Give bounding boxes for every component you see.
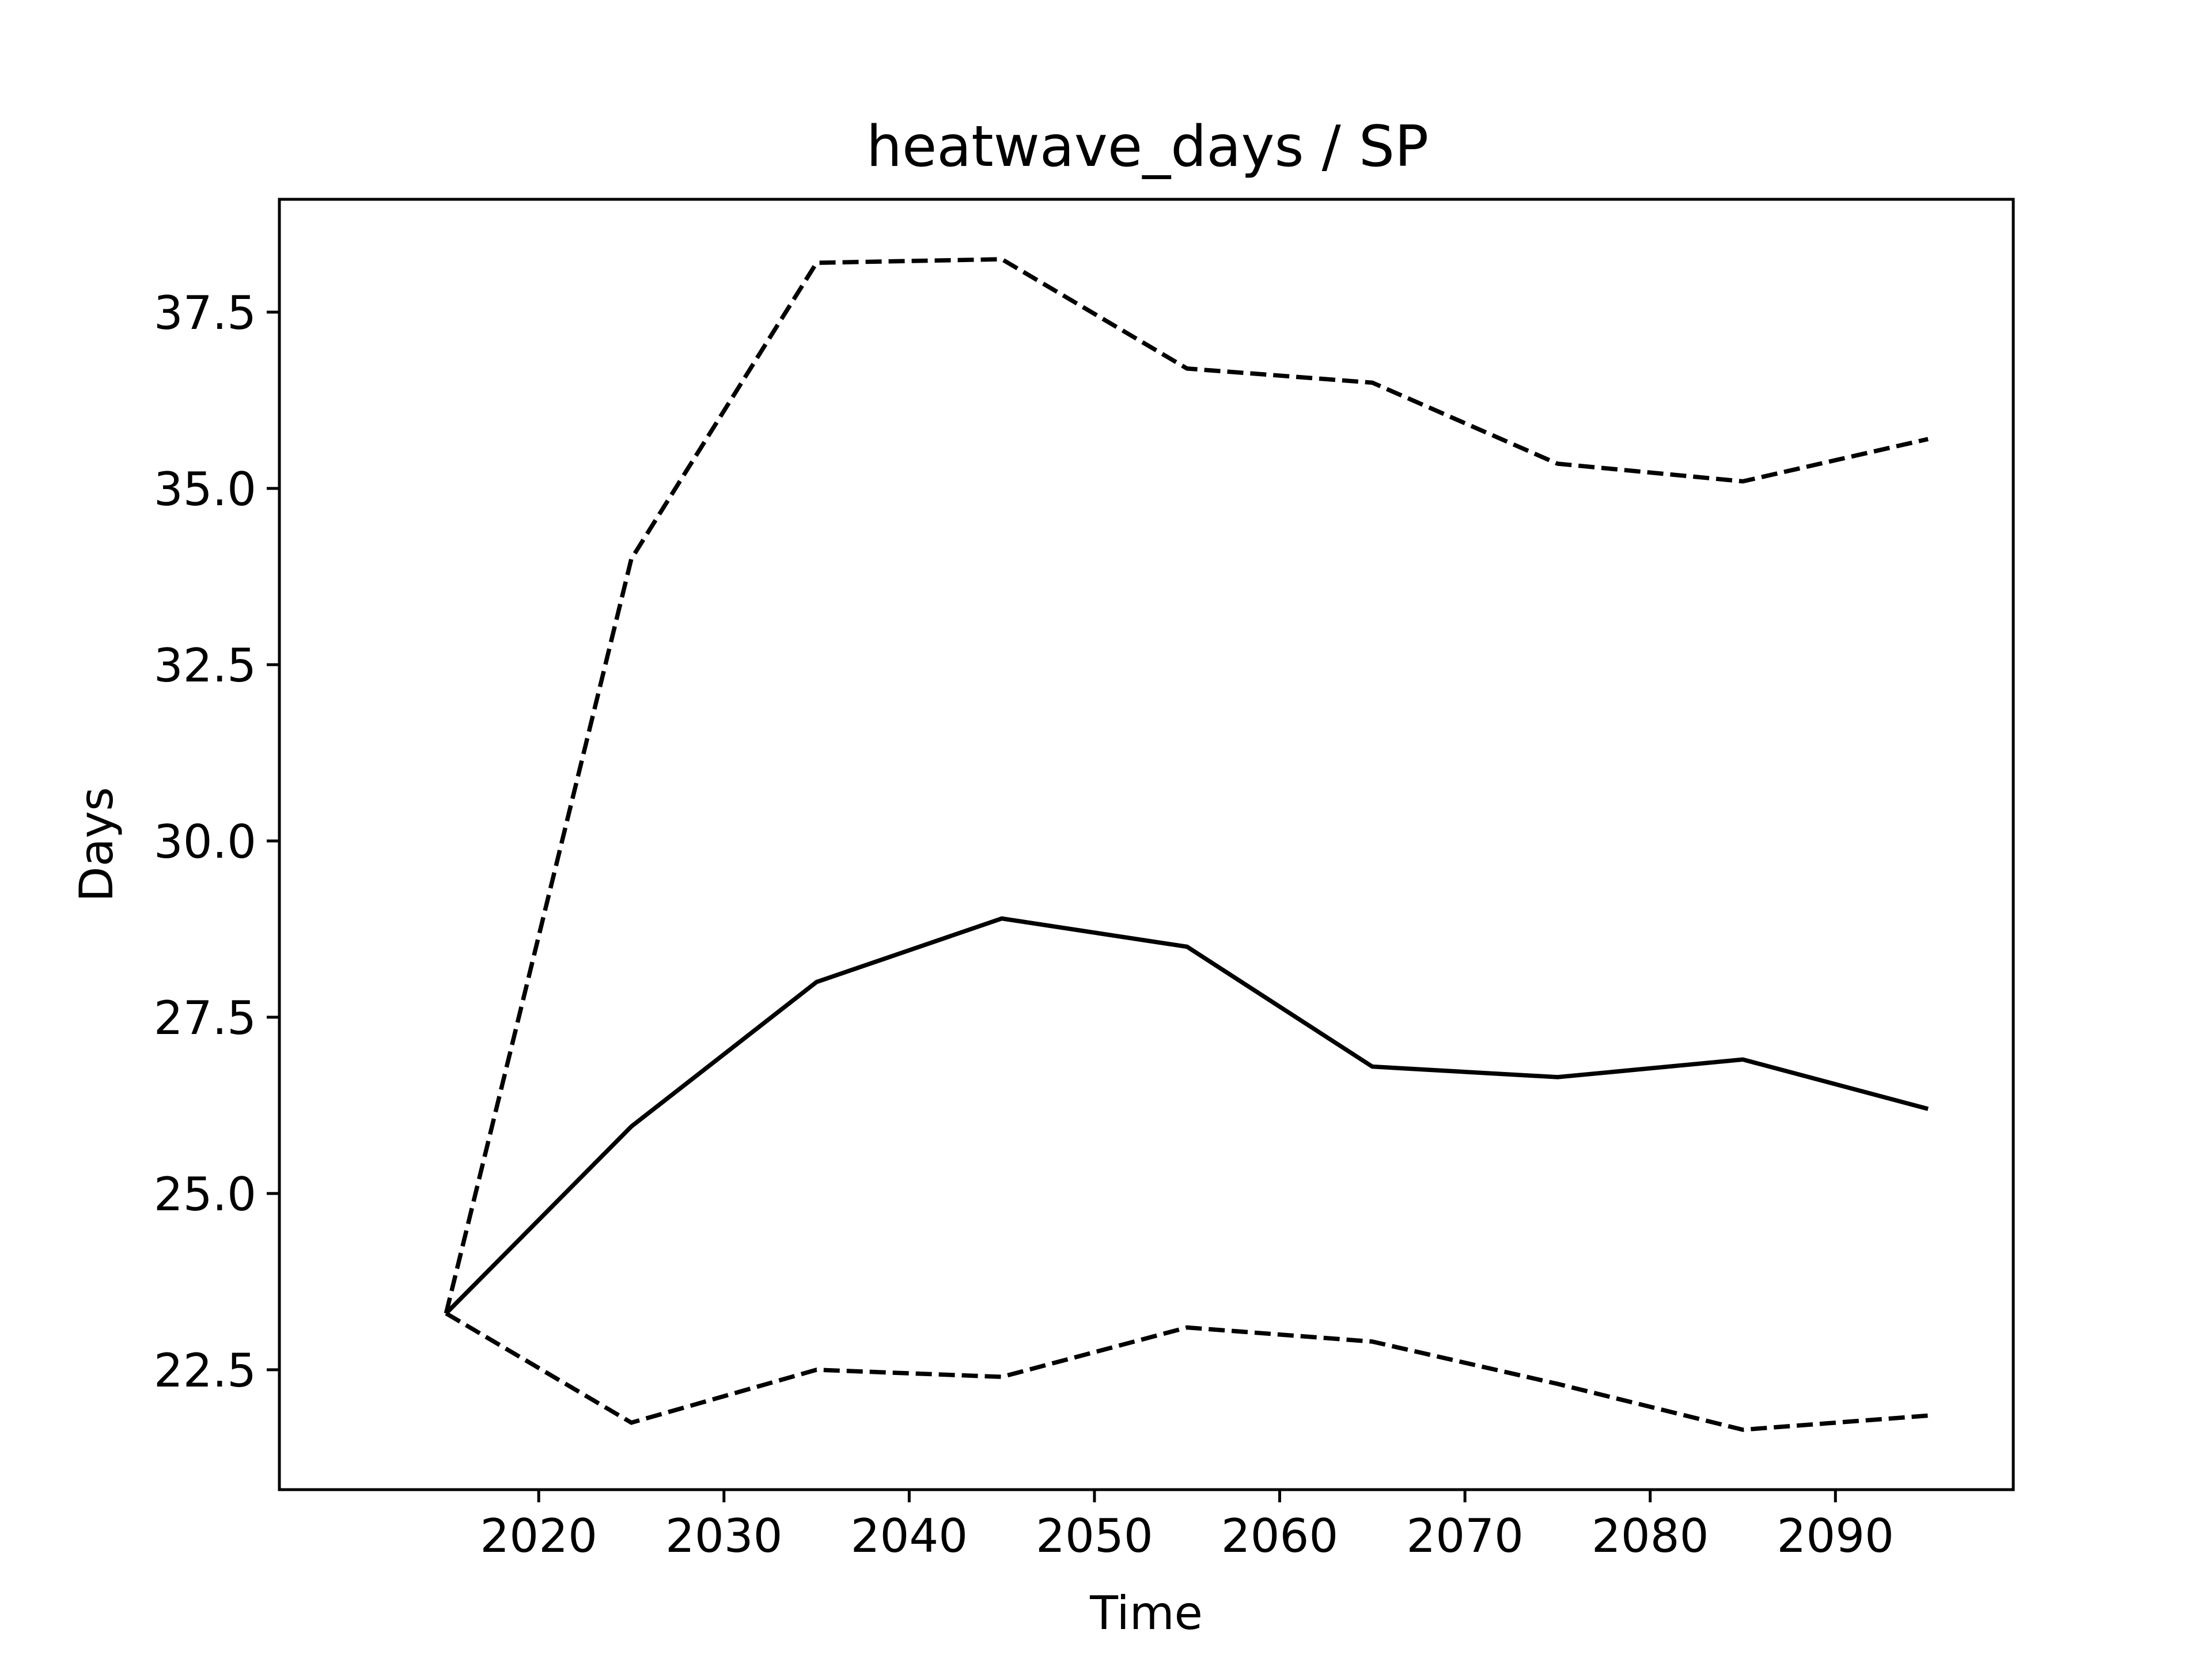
y-tick-label: 32.5 xyxy=(154,639,256,692)
series-line-3-dashed xyxy=(445,1311,1929,1432)
x-tick-label: 2070 xyxy=(1406,1509,1524,1563)
x-tick-label: 2030 xyxy=(665,1509,783,1563)
y-tick-label: 25.0 xyxy=(154,1168,256,1221)
x-tick-label: 2040 xyxy=(851,1509,968,1563)
y-tick-label: 35.0 xyxy=(154,463,256,516)
plot-frame xyxy=(278,198,2015,1491)
x-tick-label: 2080 xyxy=(1592,1509,1709,1563)
y-axis-ticks: 22.5 25.0 27.5 30.0 32.5 35.0 37.5 xyxy=(154,286,279,1397)
y-tick-label: 27.5 xyxy=(154,991,256,1045)
x-axis-label: Time xyxy=(1089,1586,1203,1640)
y-tick-label: 30.0 xyxy=(154,815,256,869)
chart-title: heatwave_days / SP xyxy=(866,114,1429,180)
x-tick-label: 2090 xyxy=(1777,1509,1894,1563)
series-layer xyxy=(444,257,1929,1432)
y-tick-label: 37.5 xyxy=(154,286,256,340)
x-tick-label: 2060 xyxy=(1221,1509,1339,1563)
x-tick-label: 2050 xyxy=(1036,1509,1153,1563)
series-line-2-dashed xyxy=(444,257,1929,1314)
x-axis-ticks: 2020 2030 2040 2050 2060 2070 2080 2090 xyxy=(480,1490,1894,1563)
series-line-1-solid xyxy=(444,916,1929,1315)
y-tick-label: 22.5 xyxy=(154,1344,256,1397)
x-tick-label: 2020 xyxy=(480,1509,597,1563)
y-axis-label: Days xyxy=(70,787,123,902)
